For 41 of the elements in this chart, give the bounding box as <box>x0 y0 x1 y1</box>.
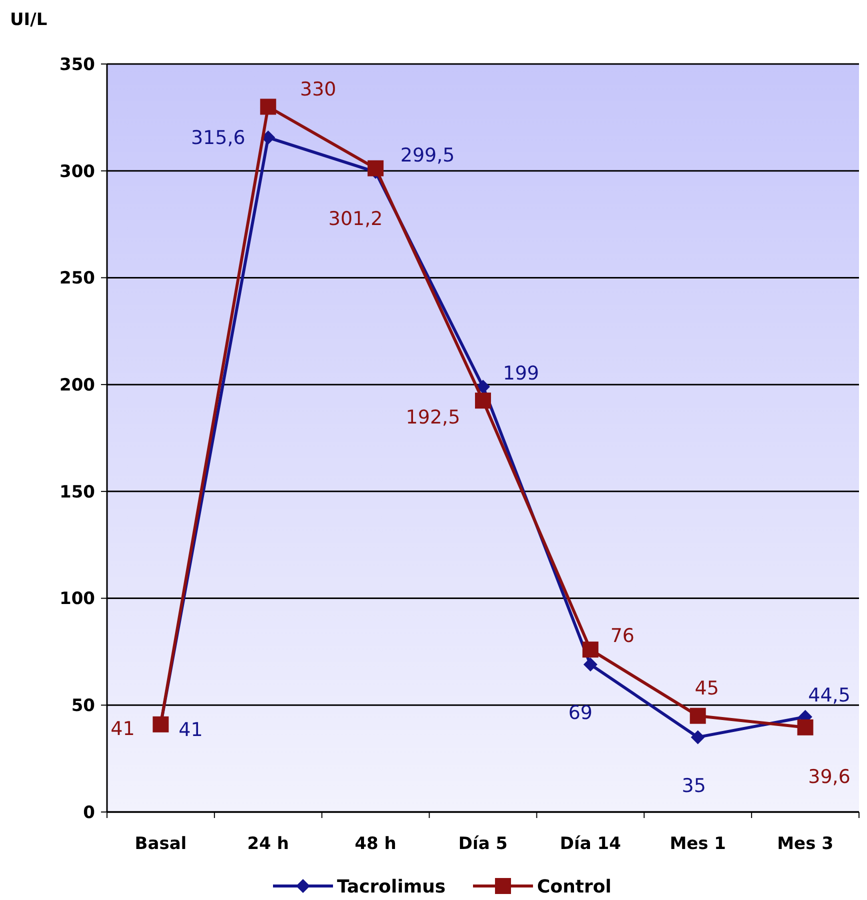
y-tick-label: 350 <box>60 54 96 75</box>
x-tick-label: Mes 1 <box>670 834 726 854</box>
legend-label: Tacrolimus <box>337 876 446 898</box>
point <box>368 160 384 176</box>
y-tick-label: 300 <box>60 162 96 182</box>
point <box>797 719 814 736</box>
x-tick-label: Día 14 <box>560 834 622 854</box>
x-tick-label: 48 h <box>354 834 396 854</box>
x-tick-label: Día 5 <box>458 834 508 854</box>
point <box>690 708 706 724</box>
x-tick-label: Mes 3 <box>777 834 834 854</box>
data-label: 315,6 <box>190 127 246 150</box>
data-label: 69 <box>568 702 593 724</box>
point <box>476 380 490 394</box>
data-label: 301,2 <box>328 208 383 230</box>
data-label: 299,5 <box>400 144 455 167</box>
data-label: 76 <box>610 625 635 648</box>
point <box>475 392 491 409</box>
y-tick-label: 50 <box>71 696 96 716</box>
point <box>583 658 598 672</box>
point <box>260 98 276 115</box>
y-tick-label: 200 <box>60 376 96 396</box>
x-tick-label: 24 h <box>247 834 289 854</box>
data-label: 35 <box>682 774 706 797</box>
data-label: 41 <box>178 719 203 742</box>
x-tick-label: Basal <box>134 834 187 854</box>
data-label: 41 <box>110 718 135 740</box>
point <box>582 642 598 658</box>
data-label: 44,5 <box>808 684 850 707</box>
point <box>690 730 705 744</box>
data-label: 39,6 <box>808 766 850 788</box>
y-tick-label: 150 <box>60 482 96 502</box>
y-tick-label: 0 <box>83 802 96 823</box>
legend-label: Control <box>537 876 612 898</box>
data-label: 199 <box>502 362 540 384</box>
y-tick-label: 250 <box>60 268 96 289</box>
data-label: 45 <box>694 677 719 700</box>
data-label: 330 <box>300 78 336 100</box>
y-tick-label: 100 <box>60 589 96 610</box>
data-label: 192,5 <box>406 406 460 428</box>
y-axis-title: UI/L <box>10 10 48 30</box>
